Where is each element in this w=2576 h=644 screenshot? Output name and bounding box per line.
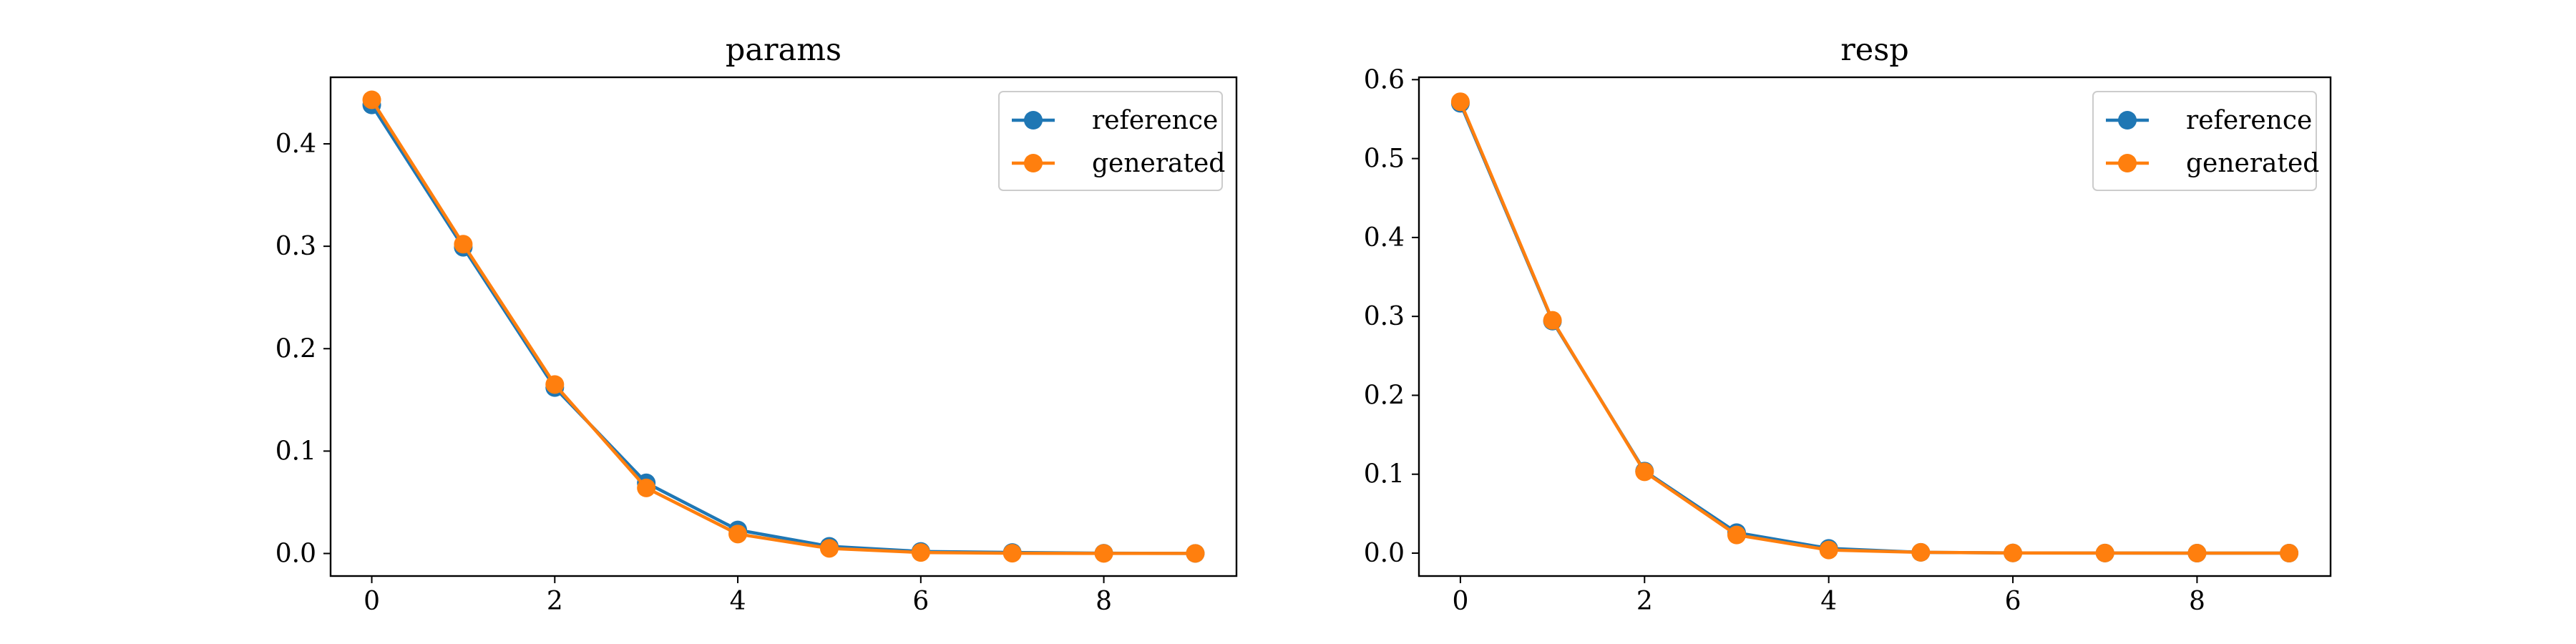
data-point-generated <box>819 539 839 558</box>
data-point-generated <box>1727 525 1746 545</box>
data-point-generated <box>1450 92 1470 112</box>
legend-box <box>2092 91 2317 191</box>
plot-frame <box>1418 76 2332 577</box>
y-tick-label: 0.2 <box>1364 381 1405 410</box>
legend-label-reference: reference <box>2186 106 2312 135</box>
plot-frame <box>329 76 1238 577</box>
data-point-generated <box>1819 540 1838 560</box>
legend-label-generated: generated <box>1092 149 1225 178</box>
data-point-generated <box>2095 543 2114 562</box>
data-point-generated <box>454 235 473 254</box>
data-point-generated <box>1635 462 1654 482</box>
chart-resp: resp 0 2 4 6 8 0.0 0.1 0.2 0.3 0.4 0.5 0.6 reference… <box>1364 32 2332 616</box>
legend-label-generated: generated <box>2186 149 2319 178</box>
legend-marker-generated <box>1024 154 1043 172</box>
y-tick-label: 0.4 <box>1364 223 1405 253</box>
legend-box <box>998 91 1223 191</box>
series-line-generated <box>370 99 1196 555</box>
y-tick-label: 0.4 <box>275 130 316 159</box>
y-tick-label: 0.5 <box>1364 145 1405 174</box>
chart-title: params <box>726 32 841 68</box>
legend-marker-reference <box>1024 111 1043 130</box>
data-point-generated <box>2004 543 2023 562</box>
data-point-generated <box>911 543 930 562</box>
data-point-generated <box>1094 544 1113 563</box>
legend-label-reference: reference <box>1092 106 1218 135</box>
x-tick-label: 6 <box>912 587 929 616</box>
series-line-generated <box>1458 101 2290 555</box>
y-tick-label: 0.2 <box>275 334 316 364</box>
data-point-generated <box>2187 544 2207 563</box>
x-tick-label: 4 <box>1820 587 1837 616</box>
data-point-generated <box>1186 544 1205 563</box>
y-tick-label: 0.1 <box>275 436 316 466</box>
x-tick-label: 0 <box>364 587 380 616</box>
data-point-generated <box>637 478 656 497</box>
data-point-generated <box>1543 311 1562 330</box>
legend-marker-reference <box>2118 111 2137 130</box>
data-point-generated <box>728 525 748 544</box>
y-tick-label: 0.3 <box>275 232 316 261</box>
y-tick-label: 0.3 <box>1364 302 1405 331</box>
x-tick-label: 2 <box>1636 587 1653 616</box>
y-tick-label: 0.1 <box>1364 460 1405 489</box>
x-tick-label: 2 <box>547 587 563 616</box>
data-point-generated <box>2280 544 2299 563</box>
x-tick-label: 6 <box>2005 587 2021 616</box>
y-tick-label: 0.0 <box>1364 539 1405 568</box>
x-tick-label: 0 <box>1452 587 1468 616</box>
y-tick-label: 0.6 <box>1364 65 1405 94</box>
data-point-generated <box>1002 544 1022 563</box>
y-tick-label: 0.0 <box>275 540 316 569</box>
chart-params: params 0 2 4 6 8 0.0 0.1 0.2 0.3 0.4 reference gene… <box>275 32 1238 616</box>
data-point-generated <box>545 375 565 394</box>
data-point-generated <box>1911 542 1931 562</box>
x-tick-label: 8 <box>1096 587 1112 616</box>
data-point-generated <box>362 90 381 109</box>
chart-title: resp <box>1840 32 1909 68</box>
x-tick-label: 4 <box>730 587 746 616</box>
legend-marker-generated <box>2118 154 2137 172</box>
x-tick-label: 8 <box>2189 587 2205 616</box>
